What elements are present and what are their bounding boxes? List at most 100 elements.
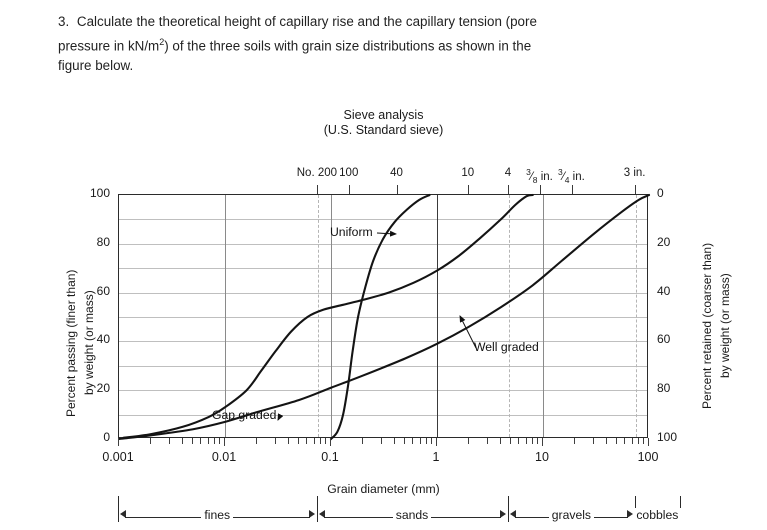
x-axis-tick xyxy=(306,438,308,444)
x-axis-tick xyxy=(200,438,202,444)
curve-gap-graded xyxy=(122,193,534,439)
vertical-gridline xyxy=(331,195,332,437)
curve-uniform xyxy=(329,193,431,441)
question-line-3: figure below. xyxy=(58,58,134,74)
classification-label-sands: sands xyxy=(392,508,432,522)
annotation-gap-graded: Gap graded xyxy=(212,408,277,422)
x-axis-tick xyxy=(168,438,170,444)
x-axis-tick xyxy=(486,438,488,444)
x-axis-tick xyxy=(467,438,469,444)
classification-label-cobbles: cobbles xyxy=(633,508,682,522)
curve-well-graded xyxy=(117,193,651,441)
y-axis-right-tick-label: 60 xyxy=(657,332,671,347)
y-axis-left-tick-label: 40 xyxy=(96,332,110,347)
x-axis-tick-label: 10 xyxy=(535,450,549,464)
horizontal-gridline xyxy=(119,414,647,416)
x-axis-tick xyxy=(287,438,289,444)
sieve-label: 3 in. xyxy=(623,167,646,179)
y-axis-left-tick-label: 0 xyxy=(103,430,110,444)
x-axis-tick xyxy=(361,438,363,444)
x-axis-tick xyxy=(518,438,520,444)
horizontal-gridline xyxy=(119,390,647,392)
annotation-leader-line xyxy=(459,315,477,349)
classification-divider xyxy=(316,496,318,522)
sieve-tick xyxy=(348,185,350,194)
sieve-label: 10 xyxy=(461,167,475,179)
x-axis-tick xyxy=(207,438,209,444)
x-axis-tick xyxy=(616,438,618,444)
x-axis-tick xyxy=(425,438,427,444)
horizontal-gridline xyxy=(119,317,647,318)
classification-label-gravels: gravels xyxy=(548,508,595,522)
x-axis-tick-label: 0.001 xyxy=(102,450,134,464)
x-axis-title: Grain diameter (mm) xyxy=(0,482,767,496)
annotation-uniform: Uniform xyxy=(330,225,373,239)
x-axis-tick xyxy=(637,438,639,444)
y-axis-right-tick-label: 80 xyxy=(657,381,671,396)
x-axis-tick xyxy=(380,438,382,444)
x-axis-tick xyxy=(313,438,315,444)
horizontal-gridline xyxy=(119,365,647,367)
y-axis-left-tick-label: 60 xyxy=(96,283,110,298)
vertical-gridline xyxy=(225,195,226,437)
classification-divider xyxy=(507,496,509,522)
figure-title-line1: Sieve analysis xyxy=(343,108,424,122)
horizontal-gridline xyxy=(119,219,647,221)
arrow-right-icon xyxy=(308,510,315,518)
x-axis-tick xyxy=(149,438,151,444)
figure-title: Sieve analysis (U.S. Standard sieve) xyxy=(0,108,767,138)
x-axis-tick-label: 100 xyxy=(637,450,659,464)
x-axis-tick xyxy=(298,438,300,444)
x-axis-tick xyxy=(436,438,437,446)
reference-line-1mm xyxy=(437,195,438,437)
question-number: 3. xyxy=(58,14,70,29)
classification-label-fines: fines xyxy=(201,508,234,522)
soil-classification-bar: fines sands gravels cobbles xyxy=(0,496,767,530)
horizontal-gridline xyxy=(119,292,647,294)
x-axis-tick xyxy=(255,438,257,444)
x-axis-tick xyxy=(605,438,607,444)
annotation-leader-line xyxy=(277,413,284,421)
x-axis-tick xyxy=(631,438,633,444)
x-axis-tick xyxy=(219,438,221,444)
x-axis-minor-ticks xyxy=(118,438,649,447)
arrow-right-icon xyxy=(626,510,633,518)
y-axis-right-tick-label: 40 xyxy=(657,283,671,298)
annotation-leaders xyxy=(277,230,477,421)
x-axis-title-text: Grain diameter (mm) xyxy=(327,482,440,496)
arrow-left-icon xyxy=(509,510,516,518)
sieve-label: 40 xyxy=(390,167,403,179)
classification-boundary-line xyxy=(635,195,637,437)
x-axis-tick-label: 0.01 xyxy=(211,450,237,464)
x-axis-tick xyxy=(643,438,645,444)
x-axis-tick xyxy=(531,438,533,444)
plot-area xyxy=(117,193,651,441)
x-axis-tick xyxy=(510,438,512,444)
y-axis-left-tick-label: 100 xyxy=(89,186,110,200)
sieve-label: 4 xyxy=(504,167,512,179)
annotation-leader-line xyxy=(376,230,397,237)
x-axis-tick xyxy=(118,438,119,446)
x-axis-tick xyxy=(192,438,194,444)
x-axis-tick xyxy=(592,438,594,444)
arrow-left-icon xyxy=(120,510,126,518)
x-axis-tick xyxy=(393,438,395,444)
question-text: 3. Calculate the theoretical height of c… xyxy=(58,12,748,76)
x-axis-tick xyxy=(648,438,649,446)
x-axis-tick xyxy=(624,438,626,444)
question-line-2b: ) of the three soils with grain size dis… xyxy=(164,38,532,54)
x-axis-tick xyxy=(274,438,276,444)
x-axis-tick xyxy=(573,438,575,444)
y-axis-right-tick-label: 100 xyxy=(657,430,678,444)
y-axis-left-tick-label: 80 xyxy=(96,234,110,249)
x-axis-tick xyxy=(431,438,433,444)
sieve-label: 100 xyxy=(339,167,359,179)
x-axis-tick xyxy=(181,438,183,444)
arrow-left-icon xyxy=(318,510,325,518)
annotation-well-graded: Well graded xyxy=(474,340,539,354)
sieve-label: 3⁄8 in. xyxy=(526,167,553,186)
x-axis-tick xyxy=(319,438,321,444)
question-line-1: Calculate the theoretical height of capi… xyxy=(76,14,537,29)
x-axis-tick xyxy=(499,438,501,444)
classification-boundary-line xyxy=(508,195,510,437)
